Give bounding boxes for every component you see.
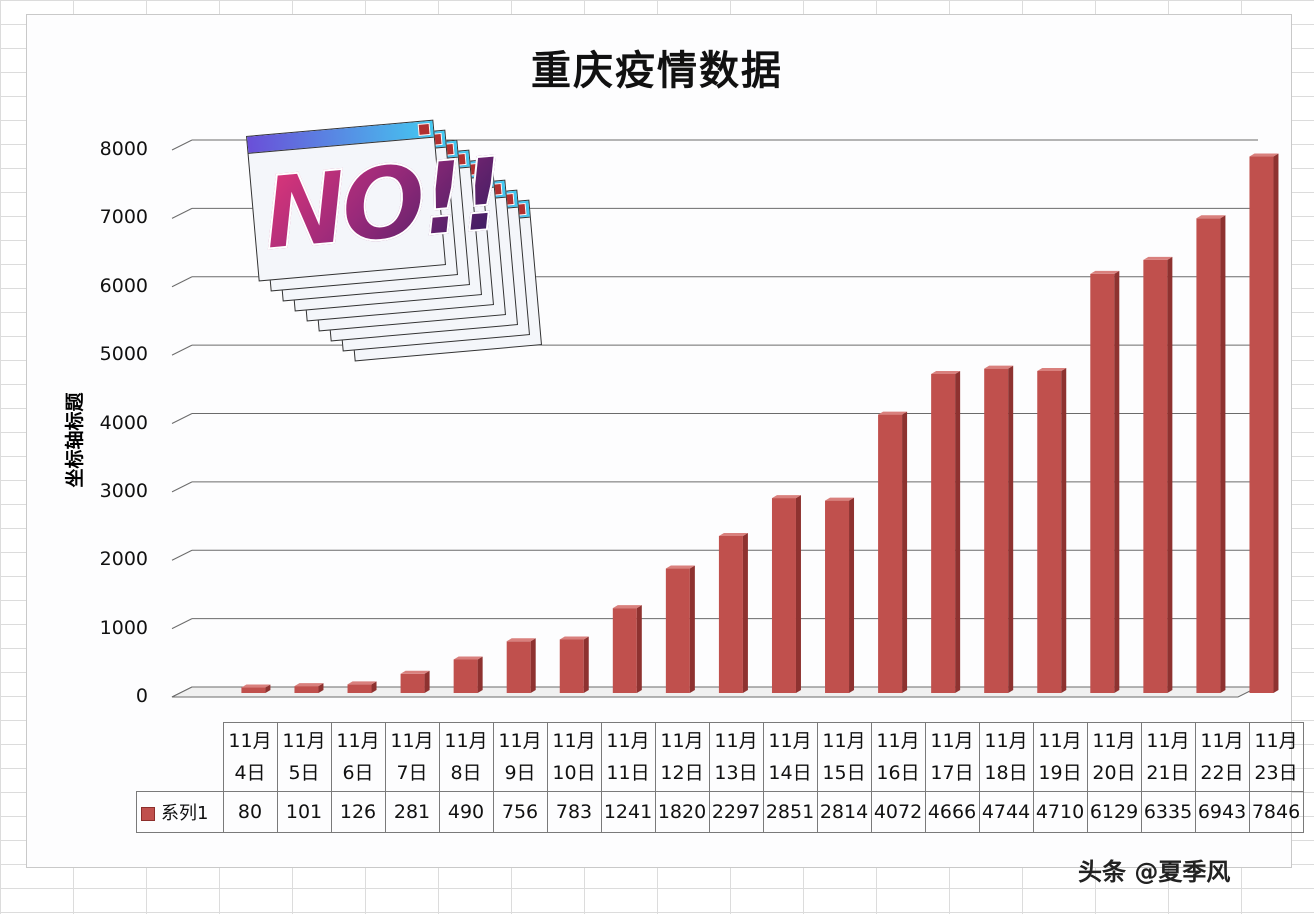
bar-11月18日 [984,365,1014,693]
data-value: 6943 [1194,791,1250,833]
category-label: 11月5日 [276,722,332,792]
bar-11月11日 [612,605,642,693]
category-label: 11月13日 [708,722,764,792]
gridline-depth [171,413,193,424]
category-label: 11月4日 [222,722,278,792]
y-tick-label: 5000 [99,343,148,366]
data-value: 783 [546,791,602,833]
category-label: 11月8日 [438,722,494,792]
category-label: 11月9日 [492,722,548,792]
data-value: 6335 [1140,791,1196,833]
data-value: 80 [222,791,278,833]
category-label: 11月11日 [600,722,656,792]
gridline-depth [171,481,193,493]
table-corner [136,722,224,792]
gridline-depth [171,276,193,288]
bar-11月22日 [1196,215,1226,693]
data-value: 756 [492,791,548,833]
category-label: 11月21日 [1140,722,1196,792]
bar-11月16日 [878,411,908,693]
data-value: 1820 [654,791,710,833]
data-value: 2851 [762,791,818,833]
category-label: 11月15日 [816,722,872,792]
bar-11月6日 [347,681,377,693]
bar-11月9日 [506,638,536,693]
popup-window: NO!! [246,119,505,282]
gridline-depth [171,618,193,630]
category-label: 11月18日 [978,722,1034,792]
category-label: 11月22日 [1194,722,1250,792]
gridline-depth [171,344,193,356]
data-value: 6129 [1086,791,1142,833]
bar-11月12日 [665,565,695,693]
data-value: 4744 [978,791,1034,833]
series-name: 系列1 [161,803,209,824]
bar-11月14日 [771,495,801,693]
y-tick-label: 8000 [99,138,148,160]
category-label: 11月6日 [330,722,386,792]
category-label: 11月10日 [546,722,602,792]
category-label: 11月19日 [1032,722,1088,792]
data-table: 11月4日 11月5日 11月6日 11月7日 11月8日 11月9日 11月10日 11月1… [136,722,1304,833]
data-value: 4710 [1032,791,1088,833]
bar-11月5日 [294,683,324,693]
bar-11月8日 [453,656,483,693]
data-value: 4072 [870,791,926,833]
legend-swatch [141,807,155,821]
category-label: 11月20日 [1086,722,1142,792]
bar-11月10日 [559,636,589,693]
bar-11月15日 [825,497,855,693]
y-tick-label: 1000 [99,616,148,639]
y-tick-label: 0 [135,685,148,707]
category-label: 11月12日 [654,722,710,792]
bar-11月4日 [241,684,271,693]
y-tick-label: 3000 [99,479,148,502]
watermark: 头条 @夏季风 [1078,858,1231,886]
data-value: 126 [330,791,386,833]
data-value: 490 [438,791,494,833]
bar-11月13日 [718,532,748,693]
no-overlay-text: NO!! [258,134,505,273]
y-tick-label: 2000 [99,548,148,571]
gridline-depth [171,139,193,151]
bar-11月20日 [1090,270,1120,693]
bar-11月19日 [1037,367,1067,693]
category-label: 11月16日 [870,722,926,792]
category-label: 11月23日 [1248,722,1304,792]
category-label: 11月14日 [762,722,818,792]
gridline-depth [171,549,193,561]
data-value: 4666 [924,791,980,833]
bar-11月21日 [1143,256,1173,693]
category-label: 11月7日 [384,722,440,792]
category-label: 11月17日 [924,722,980,792]
gridline-depth [171,207,193,219]
data-value: 2814 [816,791,872,833]
data-value: 7846 [1248,791,1304,833]
bar-11月23日 [1249,153,1279,693]
bar-11月17日 [931,370,961,693]
legend-entry: 系列1 [136,791,224,833]
bar-11月7日 [400,670,430,693]
data-value: 2297 [708,791,764,833]
data-value: 1241 [600,791,656,833]
y-tick-label: 4000 [99,411,148,434]
y-tick-label: 6000 [99,274,148,297]
data-value: 281 [384,791,440,833]
chart-title: 重庆疫情数据 [531,48,783,94]
y-tick-label: 7000 [99,206,148,229]
close-icon [417,122,431,136]
data-value: 101 [276,791,332,833]
